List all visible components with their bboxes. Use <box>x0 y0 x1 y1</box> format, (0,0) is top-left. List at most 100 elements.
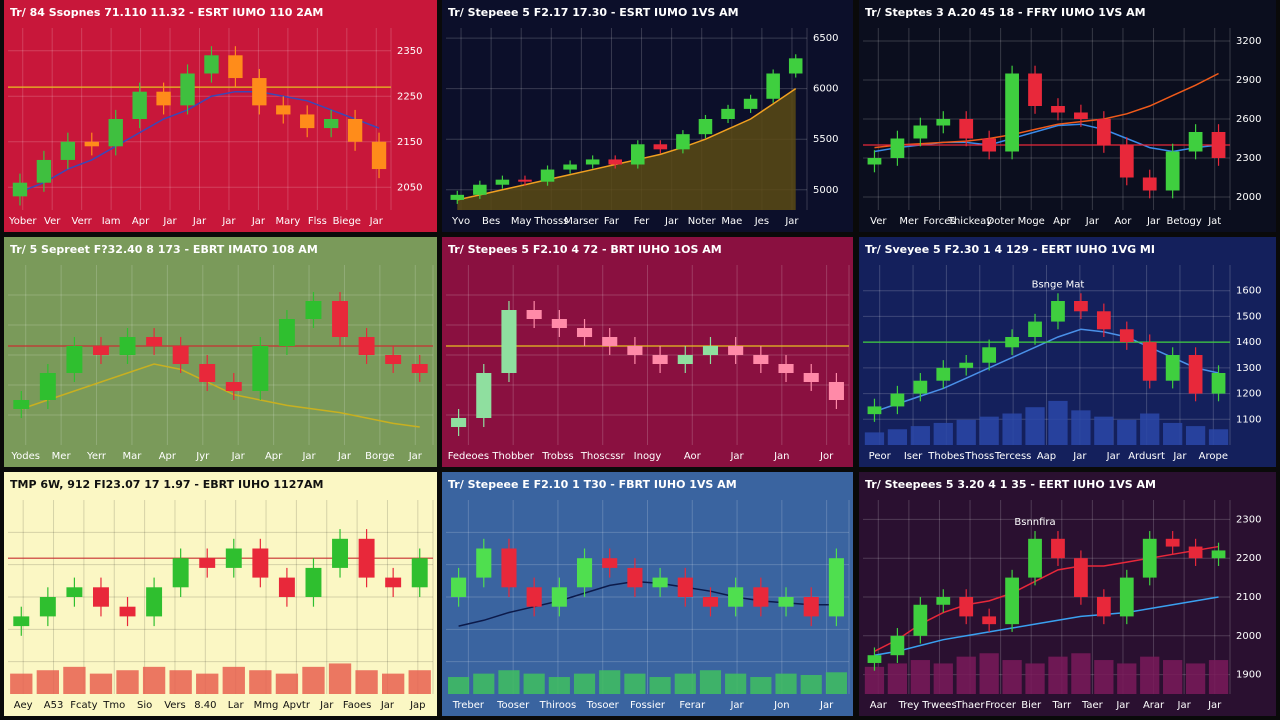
x-tick-label: Frocer <box>985 700 1017 711</box>
candle-body <box>36 159 52 183</box>
candle-body <box>563 164 577 170</box>
volume-bar <box>1117 419 1137 445</box>
moving-average <box>21 363 420 428</box>
candle-body <box>119 337 136 355</box>
y-tick-label: 2350 <box>397 46 422 57</box>
y-tick-label: 6000 <box>813 84 838 95</box>
chart-title: Tr/ Steepees 5 3.20 4 1 35 - EERT IUHO 1… <box>865 478 1156 491</box>
y-tick-label: 1100 <box>1236 414 1261 425</box>
annotation: Bsnge Mat <box>1032 279 1085 290</box>
candle-body <box>12 182 28 197</box>
candle-body <box>60 141 76 160</box>
x-tick-label: May <box>511 216 532 227</box>
y-tick-label: 2100 <box>1236 592 1261 603</box>
x-tick-label: Mer <box>899 216 919 227</box>
candle-body <box>199 558 216 568</box>
y-tick-label: 2300 <box>1236 514 1261 525</box>
candle-body <box>1074 301 1088 312</box>
y-tick-label: 1400 <box>1236 337 1261 348</box>
candle-body <box>778 597 794 607</box>
x-tick-label: Iser <box>904 451 923 462</box>
x-tick-label: Apr <box>265 451 283 462</box>
y-tick-label: 1300 <box>1236 363 1261 374</box>
candle-body <box>828 382 844 400</box>
x-tick-label: Thoscssr <box>580 451 626 462</box>
x-tick-label: A53 <box>44 700 64 711</box>
candle-body <box>278 319 295 346</box>
x-tick-label: Noter <box>688 216 717 227</box>
candle-body <box>913 604 928 636</box>
x-tick-label: Jes <box>754 216 769 227</box>
x-tick-label: Jar <box>319 700 334 711</box>
candle-body <box>39 597 56 617</box>
volume-bar <box>36 670 59 694</box>
volume-bar <box>1140 656 1160 694</box>
volume-bar <box>573 673 596 694</box>
chart-title: Tr/ 84 Ssopnes 71.110 11.32 - ESRT IUMO … <box>10 6 323 19</box>
volume-bar <box>1094 416 1114 445</box>
x-tick-label: Vers <box>164 700 186 711</box>
volume-bar <box>1163 422 1183 445</box>
x-tick-label: Marser <box>564 216 599 227</box>
x-tick-label: Thiroos <box>539 700 577 711</box>
candle-body <box>451 418 467 427</box>
x-tick-label: Aor <box>684 451 702 462</box>
candle-body <box>890 138 905 158</box>
x-tick-label: Sio <box>137 700 152 711</box>
chart-title: Tr/ Steptes 3 A.20 45 18 - FFRY IUMO 1VS… <box>865 6 1146 19</box>
x-tick-label: Tercess <box>994 451 1032 462</box>
volume-bar <box>1025 407 1045 445</box>
candle-body <box>93 346 109 355</box>
candle-body <box>501 548 517 588</box>
candle-body <box>1211 132 1226 158</box>
chart-title: Tr/ Stepeee E F2.10 1 T30 - FBRT IUHO 1V… <box>448 478 737 491</box>
candle-body <box>867 158 882 165</box>
volume-bar <box>382 673 405 694</box>
chart-panel: Tr/ 5 Sepreet F?32.40 8 173 - EBRT IMATO… <box>4 237 437 467</box>
candle-body <box>132 91 147 119</box>
x-tick-label: Jar <box>784 216 799 227</box>
x-tick-label: Yober <box>8 216 37 227</box>
chart-panel: Tr/ Stepeee E F2.10 1 T30 - FBRT IUHO 1V… <box>442 472 853 716</box>
candle-body <box>913 125 928 139</box>
x-tick-label: Fossier <box>630 700 666 711</box>
candle-body <box>526 310 542 319</box>
candle-body <box>959 597 974 617</box>
chart-title: Tr/ Sveyee 5 F2.30 1 4 129 - EERT IUHO 1… <box>865 243 1155 256</box>
volume-bar <box>864 666 885 694</box>
candle-body <box>225 382 242 391</box>
x-tick-label: Moge <box>1018 216 1045 227</box>
candle-body <box>13 616 30 627</box>
x-tick-label: Thickeay <box>947 216 992 227</box>
candle-body <box>518 179 532 182</box>
x-tick-label: Jar <box>664 216 679 227</box>
candle-body <box>1051 106 1065 113</box>
volume-bar <box>498 670 520 694</box>
candle-body <box>1188 546 1203 559</box>
candle-body <box>652 355 668 364</box>
candle-body <box>585 159 600 165</box>
volume-bar <box>699 670 722 694</box>
y-tick-label: 2250 <box>397 91 422 102</box>
y-tick-label: 1500 <box>1236 311 1261 322</box>
candle-body <box>1028 321 1042 337</box>
chart-panel: Tr/ 84 Ssopnes 71.110 11.32 - ESRT IUMO … <box>4 0 437 232</box>
candle-body <box>1005 73 1019 152</box>
volume-bar <box>116 670 139 694</box>
chart-panel: Tr/ Stepees 5 F2.10 4 72 - BRT IUHO 1OS … <box>442 237 853 467</box>
candle-body <box>119 606 136 617</box>
volume-bar <box>89 673 113 694</box>
y-tick-label: 1200 <box>1236 389 1261 400</box>
x-tick-label: Mae <box>721 216 742 227</box>
candle-body <box>1096 119 1111 145</box>
volume-bar <box>1208 660 1229 694</box>
candle-body <box>959 119 974 139</box>
volume-bar <box>933 663 953 694</box>
x-tick-label: Tmo <box>102 700 125 711</box>
candle-body <box>677 577 693 597</box>
candle-body <box>702 346 719 355</box>
candle-body <box>1096 597 1111 617</box>
candle-body <box>39 373 56 400</box>
x-tick-label: Jar <box>1172 451 1187 462</box>
volume-bar <box>302 666 325 694</box>
